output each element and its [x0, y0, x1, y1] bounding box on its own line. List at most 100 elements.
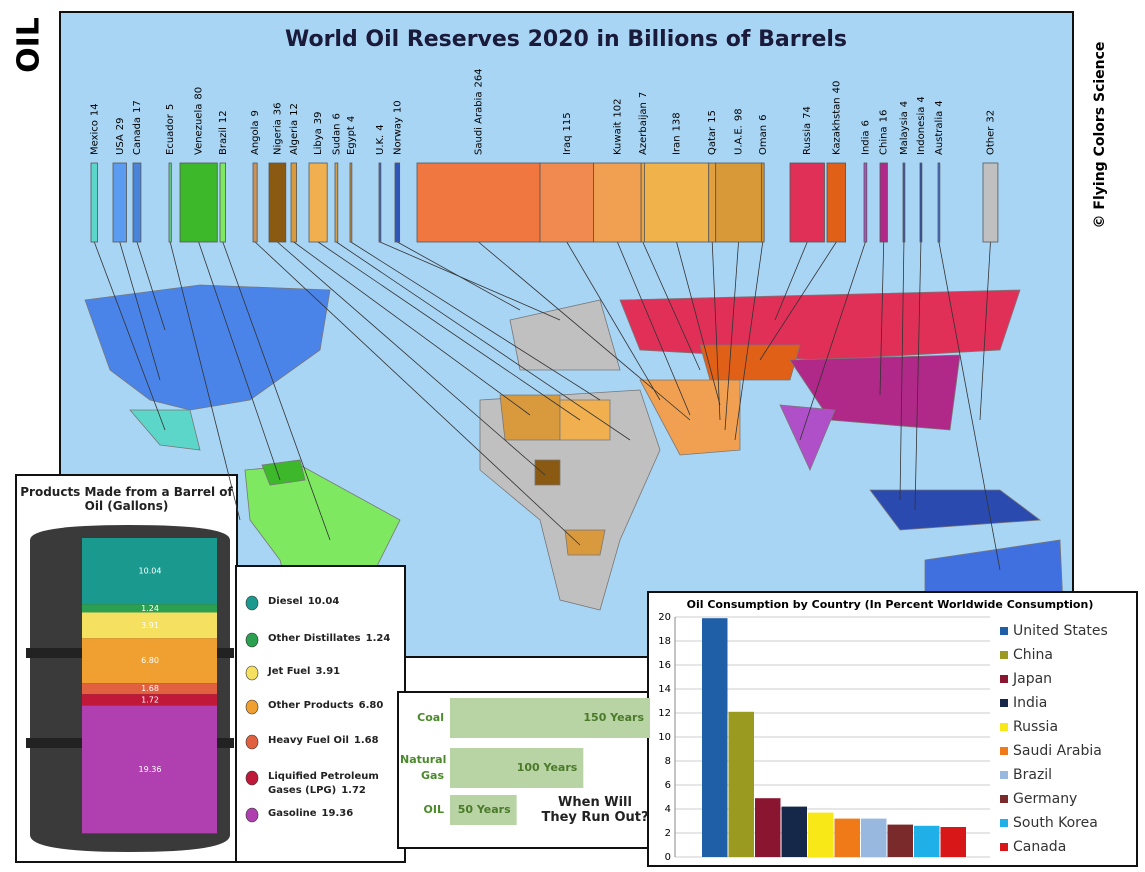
legend-drop — [245, 595, 259, 611]
leader-line — [136, 241, 166, 331]
india — [779, 404, 836, 471]
nigeria — [534, 459, 561, 486]
leader-line — [914, 241, 922, 511]
y-tick-label: 0 — [665, 852, 671, 863]
legend-value: 1.24 — [365, 633, 391, 644]
reserve-value: 4 — [899, 101, 910, 107]
leader-line — [222, 241, 331, 541]
reserve-block — [219, 162, 226, 243]
legend-label: Germany — [1013, 791, 1077, 807]
runout-category: OIL — [423, 803, 444, 816]
reserve-block — [112, 162, 127, 243]
reserve-label: China 16 — [879, 110, 890, 155]
reserve-label: India 6 — [860, 120, 871, 155]
legend-swatch — [1000, 795, 1008, 803]
reserve-label: Other 32 — [985, 110, 996, 155]
country-name: Qatar — [707, 126, 718, 155]
indonesia — [869, 489, 1042, 531]
barrel-title: Products Made from a Barrel of Oil (Gall… — [20, 485, 233, 513]
reserve-label: USA 29 — [115, 118, 126, 155]
legend-drop — [245, 734, 259, 750]
reserve-block — [252, 162, 258, 243]
reserve-block — [760, 162, 765, 243]
country-name: USA — [115, 134, 126, 155]
legend-entry: Liquified Petroleum Gases (LPG) 1.72 — [268, 770, 396, 798]
reserve-block — [132, 162, 142, 243]
country-name: Oman — [758, 125, 769, 155]
bar — [887, 824, 913, 857]
country-name: Sudan — [331, 124, 342, 156]
reserve-block — [902, 162, 906, 243]
leader-line — [336, 241, 631, 441]
reserve-block — [937, 162, 941, 243]
leader-line — [350, 241, 601, 401]
north-america — [84, 284, 331, 411]
legend-name: Heavy Fuel Oil — [268, 735, 349, 746]
russia — [619, 289, 1021, 361]
reserve-block — [416, 162, 541, 243]
country-name: Saudi Arabia — [474, 92, 485, 155]
leader-line — [938, 241, 1001, 571]
country-name: Nigeria — [272, 119, 283, 155]
algeria — [499, 394, 561, 441]
legend-drop — [245, 632, 259, 648]
reserve-label: Indonesia 4 — [916, 96, 927, 155]
leader-line — [198, 241, 281, 481]
segment-label: 1.68 — [141, 684, 159, 693]
runout-value: 150 Years — [583, 711, 644, 724]
reserve-label: Saudi Arabia 264 — [474, 68, 485, 155]
legend-label: India — [1013, 695, 1047, 711]
reserve-label: Nigeria 36 — [272, 102, 283, 155]
reserve-value: 7 — [638, 92, 649, 98]
leader-line — [379, 241, 561, 321]
segment-label: 3.91 — [141, 621, 159, 630]
runout-bar — [450, 698, 650, 738]
reserve-value: 4 — [934, 100, 945, 106]
legend-label: United States — [1013, 623, 1108, 639]
reserve-value: 4 — [375, 124, 386, 130]
reserve-block — [919, 162, 923, 243]
runout-value: 50 Years — [458, 803, 511, 816]
leader-line — [734, 241, 764, 441]
runout-bar — [450, 795, 517, 825]
reserve-value: 12 — [218, 110, 229, 123]
reserve-block — [334, 162, 339, 243]
country-name: Egypt — [346, 126, 357, 155]
legend-swatch — [1000, 699, 1008, 707]
reserve-block — [789, 162, 825, 243]
barrel-legend — [235, 565, 406, 863]
reserve-block — [879, 162, 888, 243]
country-name: Indonesia — [916, 107, 927, 155]
leader-line — [774, 241, 808, 321]
reserve-label: Angola 9 — [250, 110, 261, 155]
legend-swatch — [1000, 675, 1008, 683]
country-name: India — [860, 130, 871, 155]
country-name: U.K. — [375, 135, 386, 155]
legend-label: Japan — [1012, 671, 1052, 687]
legend-value: 19.36 — [321, 808, 354, 819]
reserve-label: Oman 6 — [758, 115, 769, 155]
bar — [914, 825, 940, 857]
y-tick-label: 18 — [658, 636, 671, 647]
map-title: World Oil Reserves 2020 in Billions of B… — [285, 27, 847, 52]
runout-category: Natural Gas — [400, 753, 447, 782]
reserve-value: 17 — [132, 100, 143, 113]
legend-drop — [245, 770, 259, 786]
reserve-label: Mexico 14 — [89, 103, 100, 155]
legend-name: Diesel — [268, 596, 303, 607]
reserve-block — [349, 162, 353, 243]
reserve-block — [378, 162, 382, 243]
legend-entry: Heavy Fuel Oil 1.68 — [268, 734, 396, 748]
country-name: Angola — [250, 120, 261, 155]
reserve-value: 98 — [734, 108, 745, 121]
reserve-value: 10 — [392, 100, 403, 113]
barrel-segment — [82, 638, 217, 684]
legend-value: 1.68 — [353, 735, 379, 746]
legend-swatch — [1000, 651, 1008, 659]
legend-entry: Jet Fuel 3.91 — [268, 665, 396, 679]
reserve-block — [90, 162, 98, 243]
country-name: China — [879, 126, 890, 155]
leader-line — [979, 241, 991, 421]
reserve-value: 40 — [831, 81, 842, 94]
reserve-label: Malaysia 4 — [899, 101, 910, 155]
